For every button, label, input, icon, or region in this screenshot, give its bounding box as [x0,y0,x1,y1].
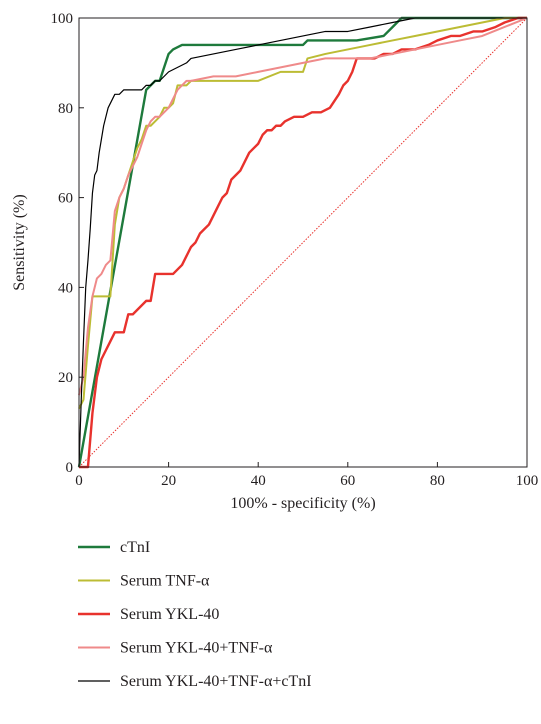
plot-area-frame [78,17,528,468]
roc-curve-serum-ykl-40-tnf [78,17,528,396]
y-tick-label: 40 [58,280,73,296]
legend-label: cTnI [120,539,150,556]
x-tick-label: 80 [430,473,445,489]
legend-label: Serum YKL-40 [120,606,219,623]
y-axis-title: Sensitivity (%) [11,194,28,290]
legend-label: Serum YKL-40+TNF-α+cTnI [120,673,312,690]
legend: cTnI Serum TNF-α Serum YKL-40 Serum YKL-40+… [78,539,312,690]
y-tick-label: 60 [58,191,73,207]
reference-diagonal-layer [78,17,528,468]
legend-label: Serum YKL-40+TNF-α [120,640,273,657]
x-tick-label: 100 [516,473,539,489]
legend-label: Serum TNF-α [120,573,210,590]
y-tick-label: 100 [51,11,74,27]
roc-curve-serum-ykl-40-tnf-ctni [78,17,527,468]
roc-curve-serum-tnf [78,17,527,410]
reference-diagonal-line [78,17,528,468]
x-tick-label: 0 [75,473,83,489]
y-tick-label: 0 [66,460,74,476]
y-tick-label: 20 [58,370,73,386]
x-tick-label: 60 [340,473,355,489]
axis-ticks: 0 20 40 60 80 100 0 20 40 60 80 100 [51,11,539,489]
x-axis-title: 100% - specificity (%) [230,495,375,512]
roc-curves [77,16,528,469]
x-tick-label: 20 [161,473,176,489]
y-tick-label: 80 [58,101,73,117]
x-tick-label: 40 [251,473,266,489]
